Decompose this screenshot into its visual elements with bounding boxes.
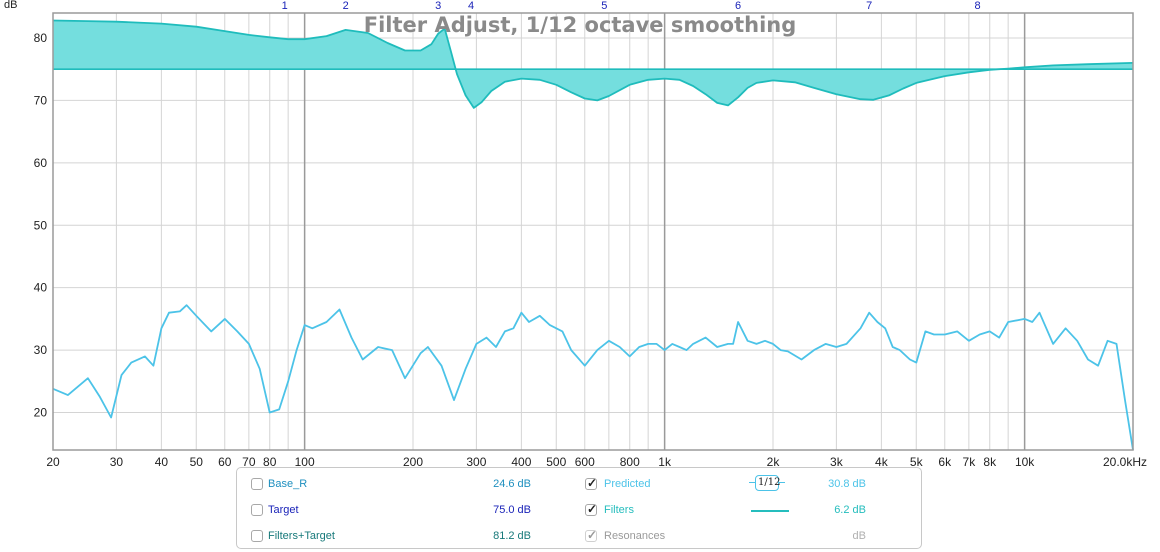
filter-markers: 1 2 3 4 5 6 7 8 [282, 0, 981, 12]
filters-target-label: Filters+Target [268, 530, 335, 542]
x-tick-label: 8k [983, 455, 997, 469]
smoothing-value: 1/12 [758, 477, 781, 488]
filters-target-value: 81.2 dB [493, 530, 531, 542]
x-tick-label: 100 [295, 455, 315, 469]
x-tick-label: 40 [155, 455, 169, 469]
y-tick-label: 40 [34, 281, 48, 295]
chart-title: Filter Adjust, 1/12 octave smoothing [364, 13, 797, 37]
filter-marker-4: 4 [468, 0, 474, 12]
legend-row-filters-target: Filters+Target 81.2 dB Resonances dB [237, 524, 921, 550]
y-axis-unit-label: dB [4, 0, 17, 11]
filter-marker-3: 3 [435, 0, 441, 12]
x-tick-label: 5k [910, 455, 924, 469]
filters-label: Filters [604, 504, 634, 516]
x-tick-label: 500 [546, 455, 566, 469]
x-tick-label: 20.0kHz [1103, 455, 1147, 469]
y-tick-label: 20 [34, 406, 48, 420]
filter-marker-5: 5 [601, 0, 607, 12]
base-r-checkbox[interactable] [251, 478, 263, 490]
predicted-checkbox[interactable] [585, 476, 597, 490]
smoothing-selector[interactable]: 1/12 [749, 474, 785, 492]
y-tick-label: 80 [34, 31, 48, 45]
legend-row-target: Target 75.0 dB Filters 6.2 dB [237, 498, 921, 524]
filter-marker-2: 2 [343, 0, 349, 12]
filters-target-line [52, 19, 1134, 109]
base-r-value: 24.6 dB [493, 478, 531, 490]
predicted-line [52, 304, 1134, 451]
x-tick-label: 20 [46, 455, 60, 469]
x-tick-label: 800 [620, 455, 640, 469]
x-tick-label: 7k [963, 455, 977, 469]
base-r-label: Base_R [268, 478, 308, 490]
x-tick-label: 300 [466, 455, 486, 469]
target-value: 75.0 dB [493, 504, 531, 516]
filters-fill [53, 20, 1133, 108]
x-tick-label: 10k [1015, 455, 1035, 469]
smoothing-box [755, 475, 779, 491]
filter-marker-7: 7 [866, 0, 872, 12]
x-tick-label: 6k [938, 455, 952, 469]
y-tick-label: 60 [34, 156, 48, 170]
filter-marker-6: 6 [735, 0, 741, 12]
plot-frame [52, 12, 1134, 451]
filters-value: 6.2 dB [834, 504, 866, 516]
x-tick-label: 4k [875, 455, 889, 469]
predicted-value: 30.8 dB [828, 478, 866, 490]
axis-ticks: 20 30 40 50 60 70 80 20 30 40 50 60 70 80 100 200 300 400… [34, 31, 1147, 469]
target-label: Target [268, 504, 299, 516]
resonances-checkbox[interactable] [585, 528, 597, 542]
filters-target-checkbox[interactable] [251, 530, 263, 542]
y-tick-label: 70 [34, 93, 48, 107]
x-tick-label: 3k [830, 455, 844, 469]
legend-panel: Base_R 24.6 dB Predicted 1/12 30.8 dB Ta… [236, 467, 922, 549]
filter-marker-8: 8 [974, 0, 980, 12]
target-checkbox[interactable] [251, 504, 263, 516]
x-tick-label: 400 [511, 455, 531, 469]
filter-marker-1: 1 [282, 0, 288, 12]
predicted-label: Predicted [604, 478, 651, 490]
legend-row-base: Base_R 24.6 dB Predicted 1/12 30.8 dB [237, 472, 921, 498]
x-tick-label: 30 [110, 455, 124, 469]
filters-line-swatch [751, 510, 789, 512]
resonances-label: Resonances [604, 530, 666, 542]
filters-checkbox[interactable] [585, 502, 597, 516]
x-tick-label: 70 [242, 455, 256, 469]
grid [53, 13, 1133, 450]
resonances-value: dB [852, 530, 866, 542]
y-tick-label: 30 [34, 343, 48, 357]
x-tick-label: 2k [767, 455, 781, 469]
x-tick-label: 200 [403, 455, 423, 469]
y-tick-label: 50 [34, 218, 48, 232]
x-tick-label: 60 [218, 455, 232, 469]
x-tick-label: 600 [575, 455, 595, 469]
x-tick-label: 50 [190, 455, 204, 469]
plot-border [52, 12, 1134, 451]
series-lines [52, 19, 1134, 451]
x-tick-label: 80 [263, 455, 277, 469]
x-tick-label: 1k [658, 455, 672, 469]
filters-fill-area [53, 20, 1133, 108]
